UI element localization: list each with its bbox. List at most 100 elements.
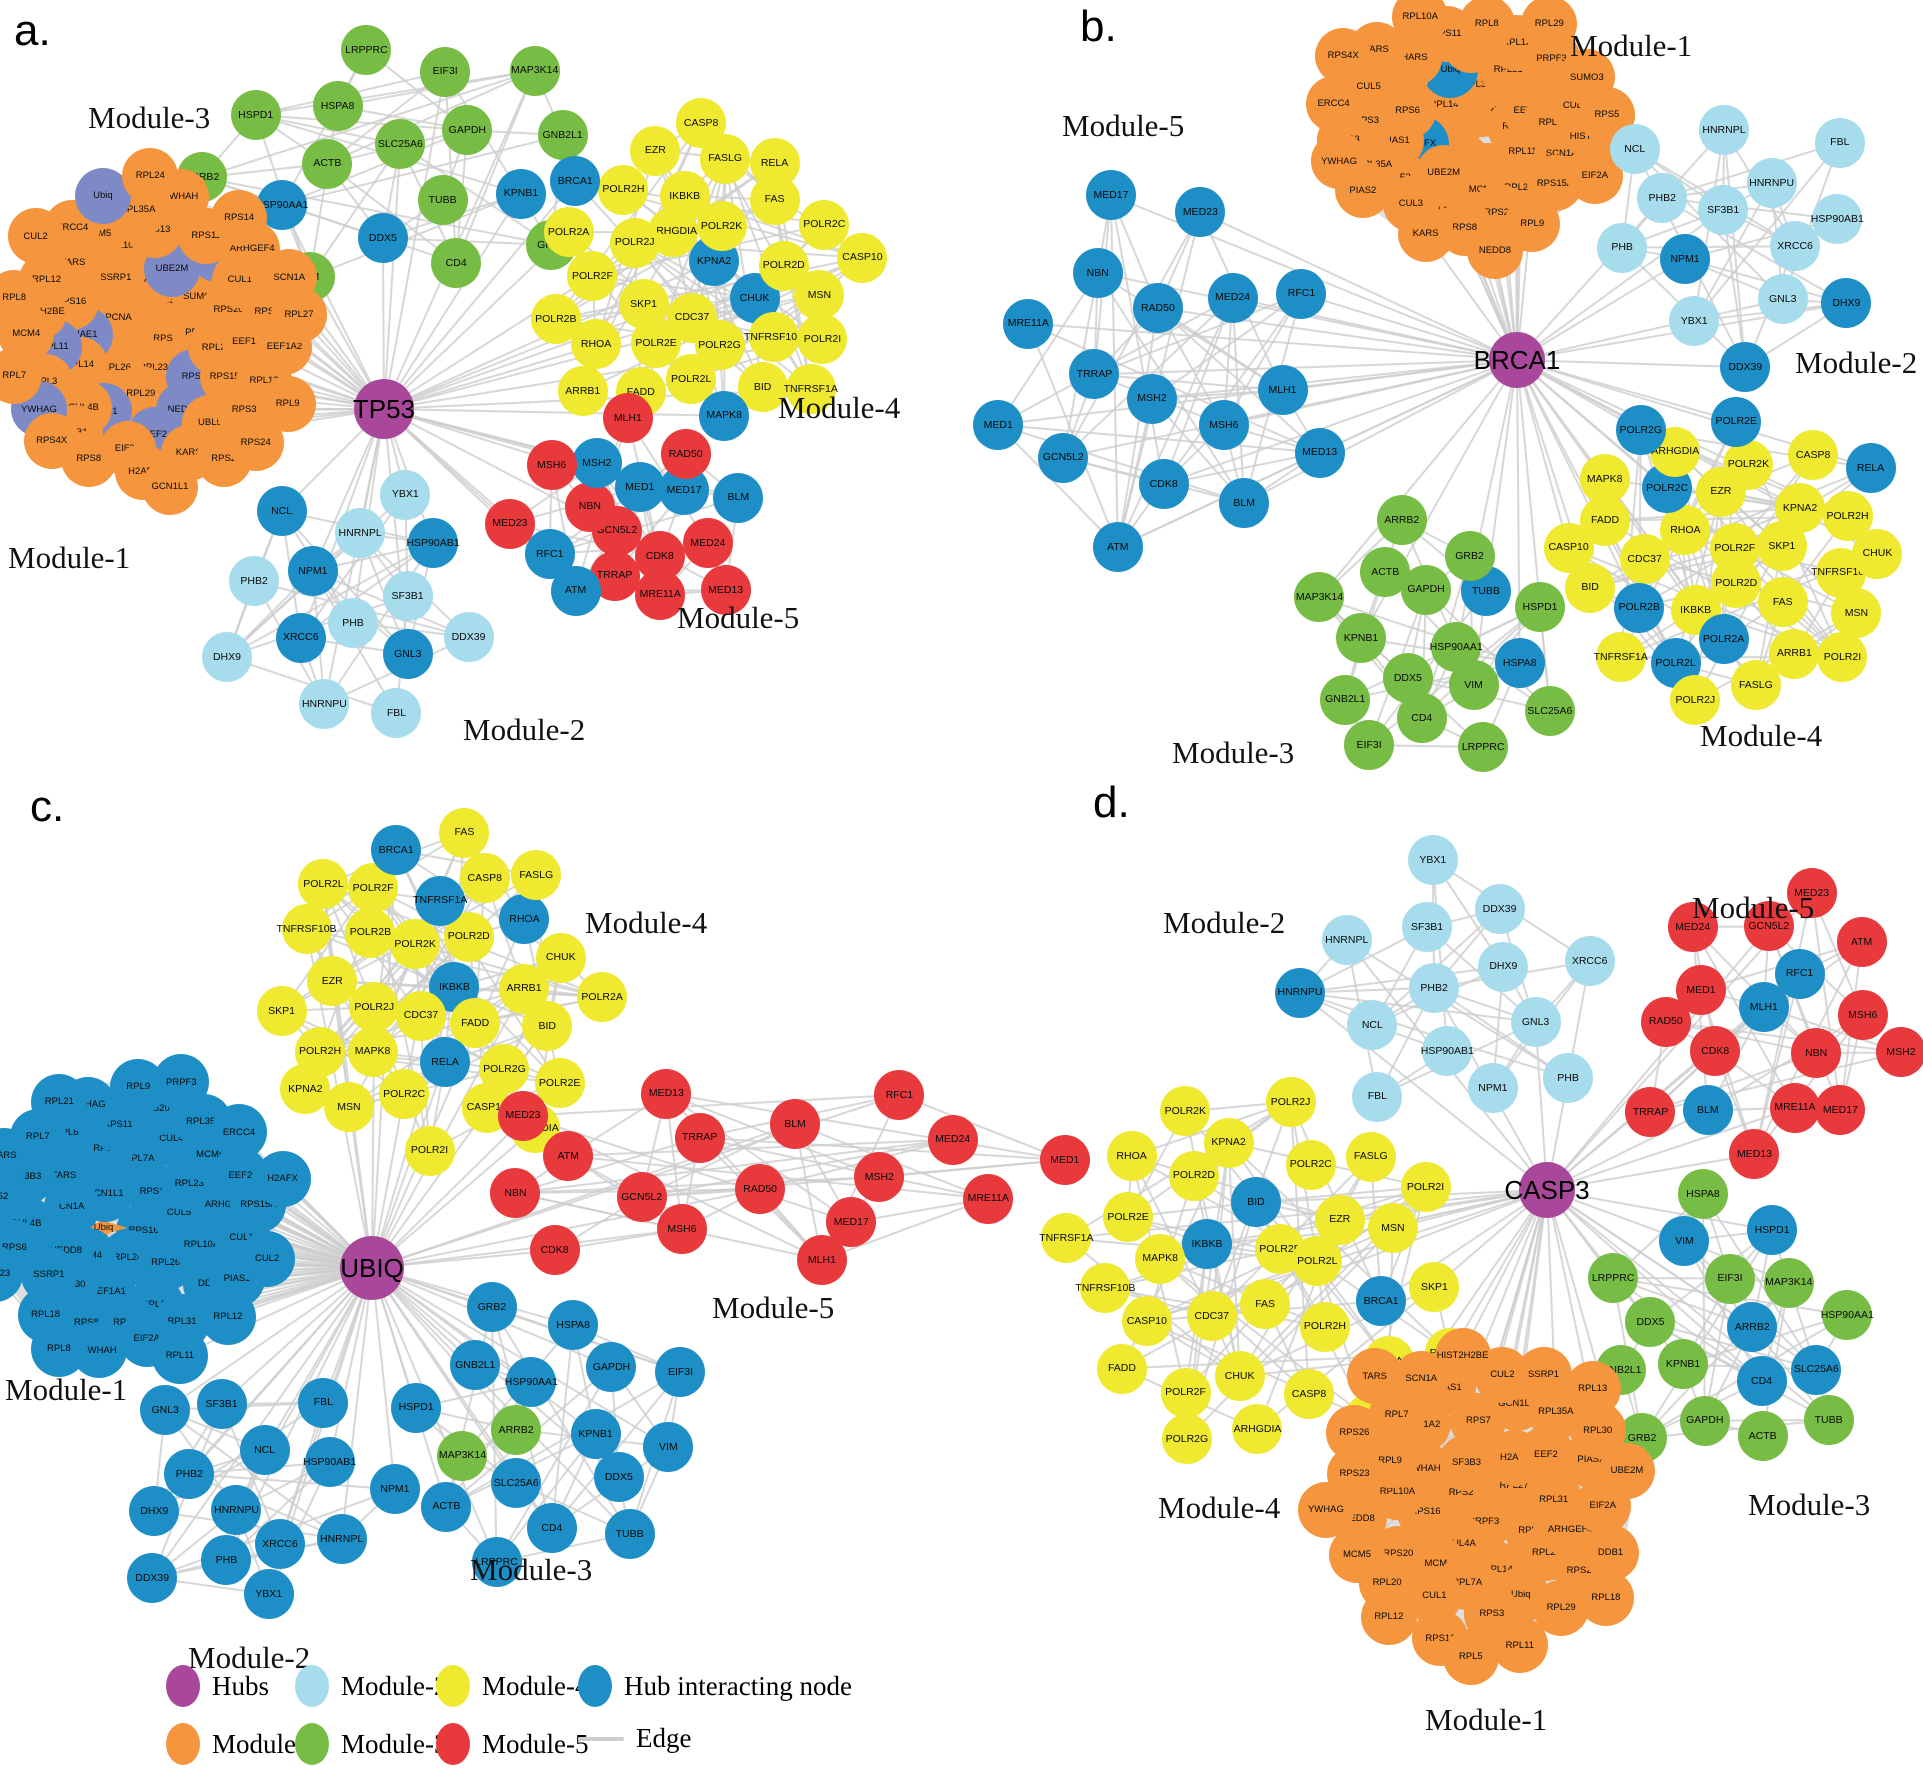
node-VIM[interactable]: VIM: [643, 1421, 694, 1472]
node-ATM[interactable]: ATM: [550, 565, 601, 616]
node-YBX1[interactable]: YBX1: [1407, 835, 1458, 886]
node-IKBKB[interactable]: IKBKB: [659, 170, 710, 221]
node-ACTB[interactable]: ACTB: [302, 138, 353, 189]
node-BID[interactable]: BID: [522, 1001, 573, 1052]
node-POLR2K[interactable]: POLR2K: [390, 918, 441, 969]
node-HSP90AA1[interactable]: HSP90AA1: [505, 1356, 558, 1407]
node-HSPA8[interactable]: HSPA8: [312, 81, 363, 132]
node-CD4[interactable]: CD4: [1396, 693, 1447, 744]
node-CHUK[interactable]: CHUK: [535, 932, 586, 983]
node-POLR2C[interactable]: POLR2C: [379, 1069, 430, 1120]
node-POLR2G[interactable]: POLR2G: [1161, 1413, 1212, 1464]
node-GAPDH[interactable]: GAPDH: [586, 1341, 637, 1392]
node-RELA[interactable]: RELA: [1845, 443, 1896, 493]
node-SSRP1[interactable]: SSRP1: [1515, 1346, 1572, 1403]
node-CD4[interactable]: CD4: [526, 1503, 577, 1554]
node-ERCC4[interactable]: ERCC4: [1305, 76, 1362, 133]
node-CASP10[interactable]: CASP10: [1543, 522, 1594, 573]
node-DDX5[interactable]: DDX5: [357, 213, 408, 264]
node-PHB2[interactable]: PHB2: [1409, 962, 1460, 1013]
node-MED24[interactable]: MED24: [927, 1114, 978, 1165]
node-EIF3I[interactable]: EIF3I: [420, 46, 471, 97]
node-ARRB2[interactable]: ARRB2: [1727, 1301, 1778, 1352]
node-MRE11A[interactable]: MRE11A: [1003, 298, 1054, 349]
node-POLR2E[interactable]: POLR2E: [1103, 1192, 1154, 1243]
node-GNL3[interactable]: GNL3: [140, 1384, 191, 1435]
node-RPL12[interactable]: RPL12: [1360, 1589, 1417, 1646]
node-BLM[interactable]: BLM: [713, 472, 764, 523]
node-CUL2[interactable]: CUL2: [239, 1230, 296, 1287]
node-FAS[interactable]: FAS: [1757, 577, 1808, 628]
node-YWHAG[interactable]: YWHAG: [1297, 1481, 1354, 1538]
node-FASLG[interactable]: FASLG: [1345, 1131, 1396, 1182]
node-PHB[interactable]: PHB: [1543, 1053, 1594, 1104]
node-RPS4X[interactable]: RPS4X: [1315, 27, 1372, 84]
node-SKP1[interactable]: SKP1: [256, 985, 307, 1036]
node-MAPK8[interactable]: MAPK8: [347, 1026, 398, 1077]
node-RPL12[interactable]: RPL12: [199, 1288, 256, 1345]
node-GCN5L2[interactable]: GCN5L2: [616, 1172, 667, 1223]
node-HSPD1[interactable]: HSPD1: [391, 1382, 442, 1433]
node-GRB2[interactable]: GRB2: [466, 1282, 517, 1333]
node-NBN[interactable]: NBN: [1072, 247, 1123, 298]
node-RPL27[interactable]: RPL27: [270, 287, 327, 344]
node-POLR2F[interactable]: POLR2F: [1160, 1367, 1211, 1418]
node-RPS24[interactable]: RPS24: [227, 414, 284, 471]
node-VIM[interactable]: VIM: [1659, 1215, 1710, 1266]
node-GNL3[interactable]: GNL3: [382, 629, 433, 680]
node-Ubiq[interactable]: Ubiq: [74, 167, 131, 224]
node-H2AFX[interactable]: H2AFX: [254, 1150, 311, 1207]
node-PHB[interactable]: PHB: [327, 597, 378, 648]
node-PHB2[interactable]: PHB2: [1637, 172, 1688, 223]
node-RPL18[interactable]: RPL18: [1577, 1569, 1634, 1626]
node-DDX39[interactable]: DDX39: [443, 612, 494, 663]
node-NCL[interactable]: NCL: [239, 1425, 290, 1476]
node-GNL3[interactable]: GNL3: [1510, 997, 1561, 1048]
node-GCN1L1[interactable]: GCN1L1: [141, 459, 198, 516]
node-MED24[interactable]: MED24: [682, 518, 733, 569]
node-ATM[interactable]: ATM: [1836, 917, 1887, 968]
node-CDC37[interactable]: CDC37: [1186, 1291, 1237, 1342]
node-DHX9[interactable]: DHX9: [201, 631, 252, 682]
node-HSPA8[interactable]: HSPA8: [1677, 1169, 1728, 1220]
node-RPL21[interactable]: RPL21: [31, 1073, 88, 1130]
node-POLR2A[interactable]: POLR2A: [543, 207, 594, 258]
node-GCN5L2[interactable]: GCN5L2: [1038, 432, 1089, 483]
node-SF3B1[interactable]: SF3B1: [382, 571, 433, 622]
node-BLM[interactable]: BLM: [1682, 1085, 1733, 1136]
node-RPL13[interactable]: RPL13: [1564, 1360, 1621, 1417]
node-MED24[interactable]: MED24: [1207, 272, 1258, 323]
node-EIF3I[interactable]: EIF3I: [1705, 1253, 1756, 1304]
node-POLR2J[interactable]: POLR2J: [609, 217, 660, 268]
node-ERCC4[interactable]: ERCC4: [210, 1104, 267, 1161]
node-FADD[interactable]: FADD: [1096, 1343, 1147, 1394]
node-TUBB[interactable]: TUBB: [417, 175, 468, 226]
node-RAD50[interactable]: RAD50: [1640, 996, 1691, 1047]
node-RELA[interactable]: RELA: [749, 137, 800, 188]
node-MED23[interactable]: MED23: [484, 498, 535, 549]
node-EZR[interactable]: EZR: [630, 125, 681, 176]
node-TNFRSF10B[interactable]: TNFRSF10B: [276, 904, 337, 955]
node-TRRAP[interactable]: TRRAP: [674, 1112, 725, 1163]
node-SLC25A6[interactable]: SLC25A6: [1791, 1344, 1842, 1395]
node-HNRNPL[interactable]: HNRNPL: [1698, 105, 1749, 156]
node-RPL11[interactable]: RPL11: [151, 1328, 208, 1385]
node-GNL3[interactable]: GNL3: [1757, 274, 1808, 325]
node-RPL5[interactable]: RPL5: [1442, 1628, 1499, 1685]
node-MSH2[interactable]: MSH2: [854, 1152, 905, 1203]
node-CASP8[interactable]: CASP8: [676, 97, 727, 148]
node-NPM1[interactable]: NPM1: [287, 545, 338, 596]
node-TNFRSF10B[interactable]: TNFRSF10B: [744, 311, 804, 362]
node-HNRNPU[interactable]: HNRNPU: [1274, 967, 1325, 1018]
node-XRCC6[interactable]: XRCC6: [275, 612, 326, 663]
hub-node-TP53[interactable]: TP53: [353, 379, 415, 439]
node-HNRNPU[interactable]: HNRNPU: [1746, 158, 1797, 209]
node-ATM[interactable]: ATM: [1092, 522, 1143, 573]
node-EZR[interactable]: EZR: [1314, 1194, 1365, 1245]
node-NBN[interactable]: NBN: [1791, 1028, 1842, 1079]
node-YBX1[interactable]: YBX1: [380, 469, 431, 520]
node-MRE11A[interactable]: MRE11A: [963, 1173, 1014, 1224]
node-FASLG[interactable]: FASLG: [1730, 660, 1781, 711]
node-CD4[interactable]: CD4: [431, 237, 482, 288]
node-CDK8[interactable]: CDK8: [529, 1225, 580, 1276]
